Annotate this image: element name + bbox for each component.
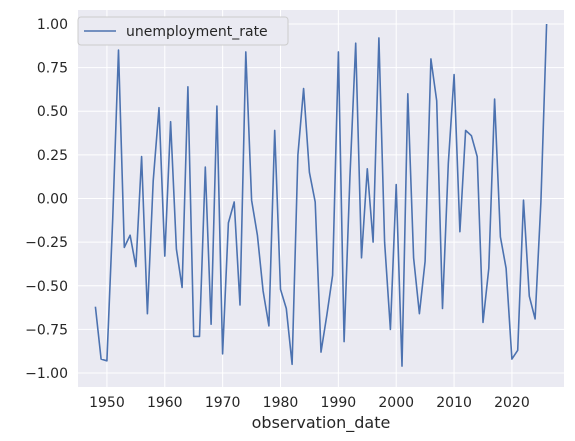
y-tick-label: 0.50 bbox=[37, 104, 68, 120]
y-tick-label: −0.75 bbox=[25, 322, 68, 338]
legend: unemployment_rate bbox=[77, 16, 289, 46]
y-tick-label: 0.75 bbox=[37, 61, 68, 77]
x-tick-label: 2010 bbox=[436, 395, 472, 411]
y-tick-label: −0.50 bbox=[25, 279, 68, 295]
series-line-unemployment_rate bbox=[94, 23, 548, 367]
series-layer bbox=[94, 23, 548, 367]
x-tick-label: 1980 bbox=[263, 395, 299, 411]
x-axis-label: observation_date bbox=[252, 413, 391, 433]
x-tick-label: 1960 bbox=[147, 395, 183, 411]
x-tick-label: 2020 bbox=[494, 395, 530, 411]
x-tick-label: 1970 bbox=[205, 395, 241, 411]
y-tick-label: 1.00 bbox=[37, 17, 68, 33]
y-axis: −1.00 −0.75 −0.50 −0.25 0.00 0.25 0.50 0.75 1.00 bbox=[25, 17, 68, 382]
y-tick-label: −1.00 bbox=[25, 366, 68, 382]
y-tick-label: 0.25 bbox=[37, 148, 68, 164]
x-axis: 1950 1960 1970 1980 1990 2000 2010 2020 bbox=[89, 395, 530, 411]
x-tick-label: 1990 bbox=[321, 395, 357, 411]
y-tick-label: 0.00 bbox=[37, 192, 68, 208]
x-tick-label: 2000 bbox=[378, 395, 414, 411]
x-tick-label: 1950 bbox=[89, 395, 125, 411]
legend-label: unemployment_rate bbox=[126, 24, 268, 40]
legend-box bbox=[77, 16, 289, 46]
y-tick-label: −0.25 bbox=[25, 235, 68, 251]
